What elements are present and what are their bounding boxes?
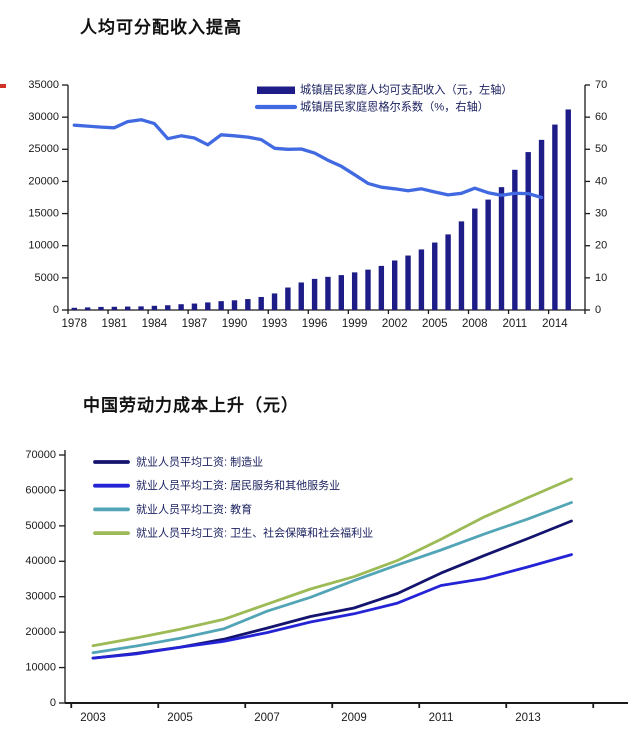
chart2-x-tick-label: 2003 <box>80 712 106 724</box>
chart1-left-tick-label: 35000 <box>28 79 59 91</box>
chart2-y-tick-label: 50000 <box>25 520 56 532</box>
chart2-y-tick-label: 40000 <box>25 555 56 567</box>
chart2-x-tick-label: 2013 <box>515 712 541 724</box>
legend-label-engel: 城镇居民家庭恩格尔系数（%，右轴） <box>300 99 489 113</box>
chart2-y-tick-label: 10000 <box>25 661 56 673</box>
chart1-right-tick-label: 20 <box>595 240 607 252</box>
legend-swatch-income-bar <box>257 86 295 94</box>
chart1-x-tick-label: 1987 <box>182 318 208 330</box>
chart1-right-tick-label: 60 <box>595 111 607 123</box>
chart1-x-tick-label: 1978 <box>62 318 88 330</box>
chart2-title: 中国劳动力成本上升（元） <box>83 396 299 415</box>
chart1-legend: 城镇居民家庭人均可支配收入（元，左轴） 城镇居民家庭恩格尔系数（%，右轴） <box>254 82 513 113</box>
chart2-x-tick-label: 2009 <box>341 712 367 724</box>
chart2-y-tick-label: 0 <box>50 697 56 709</box>
series-wage-line-2 <box>91 501 573 655</box>
series-income-bars <box>71 109 571 311</box>
chart2-y-tick-label: 70000 <box>25 449 56 461</box>
chart2-y-tick-label: 30000 <box>25 591 56 603</box>
series-wage-line-1 <box>91 553 573 660</box>
chart1-x-tick-label: 1984 <box>142 318 168 330</box>
chart1-x-tick-label: 2014 <box>542 318 568 330</box>
chart1-right-tick-label: 0 <box>595 304 601 316</box>
chart1-right-tick-label: 30 <box>595 207 607 219</box>
chart2-wages-plot: 0 10000 20000 30000 40000 50000 60000 70000 2003… <box>25 449 628 724</box>
legend-label-wage-1: 就业人员平均工资: 居民服务和其他服务业 <box>136 478 340 492</box>
chart1-left-tick-label: 15000 <box>28 207 59 219</box>
chart2-x-tick-label: 2011 <box>429 712 454 724</box>
chart2-y-tick-label: 20000 <box>25 626 56 638</box>
chart1-x-tick-label: 2005 <box>422 318 448 330</box>
chart2-x-tick-label: 2007 <box>254 712 280 724</box>
chart1-left-tick-label: 25000 <box>28 143 59 155</box>
chart1-x-tick-label: 1999 <box>342 318 368 330</box>
series-engel-line <box>72 118 544 200</box>
chart1-x-tick-label: 2002 <box>382 318 408 330</box>
legend-label-wage-2: 就业人员平均工资: 教育 <box>136 502 252 516</box>
chart1-title: 人均可分配收入提高 <box>80 18 242 37</box>
chart1-left-tick-label: 10000 <box>28 240 59 252</box>
chart1-right-tick-label: 10 <box>595 272 607 284</box>
chart1-x-tick-label: 1981 <box>102 318 128 330</box>
chart1-x-tick-label: 2011 <box>502 318 527 330</box>
chart1-x-tick-label: 1993 <box>262 318 288 330</box>
red-edge-mark <box>0 84 6 88</box>
chart1-x-tick-label: 1996 <box>302 318 328 330</box>
chart1-right-tick-label: 40 <box>595 175 607 187</box>
chart1-left-tick-label: 5000 <box>35 272 59 284</box>
chart1-x-tick-label: 2008 <box>462 318 488 330</box>
chart1-left-tick-label: 30000 <box>28 111 59 123</box>
chart1-left-tick-label: 0 <box>53 304 59 316</box>
legend-label-income: 城镇居民家庭人均可支配收入（元，左轴） <box>300 82 513 96</box>
chart1-x-tick-label: 1990 <box>222 318 248 330</box>
series-wage-line-3 <box>91 477 573 648</box>
chart1-right-tick-label: 50 <box>595 143 607 155</box>
chart2-x-tick-label: 2005 <box>167 712 193 724</box>
chart2-axes <box>59 450 628 708</box>
chart1-income-engel-plot: 0 5000 10000 15000 20000 25000 30000 35000 0 10 20… <box>28 79 607 330</box>
chart1-right-tick-label: 70 <box>595 79 607 91</box>
chart1-left-tick-label: 20000 <box>28 175 59 187</box>
legend-label-wage-3: 就业人员平均工资: 卫生、社会保障和社会福利业 <box>136 526 373 540</box>
chart2-y-tick-label: 60000 <box>25 484 56 496</box>
legend-label-wage-0: 就业人员平均工资: 制造业 <box>136 454 263 468</box>
